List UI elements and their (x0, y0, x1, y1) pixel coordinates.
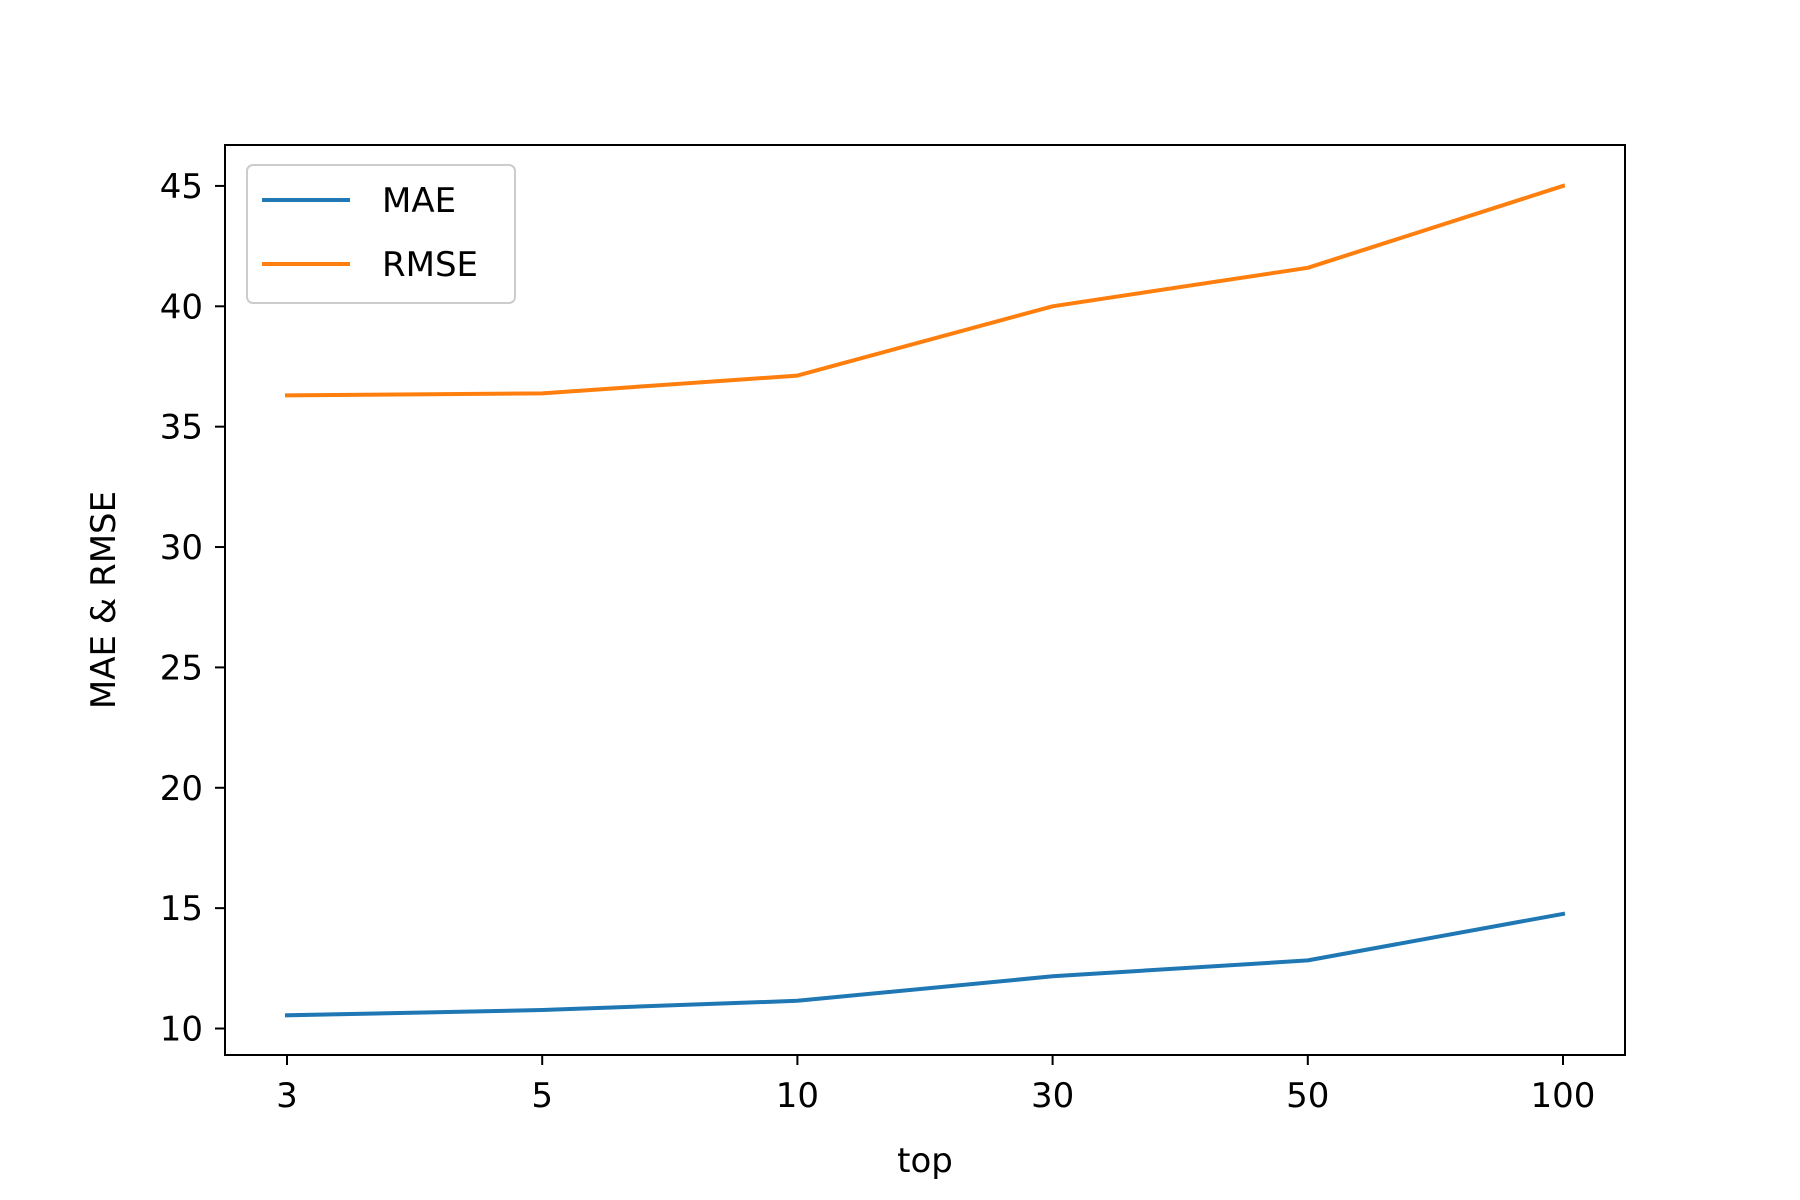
y-tick-label-10: 10 (160, 1010, 203, 1050)
x-tick-label-50: 50 (1286, 1076, 1329, 1116)
legend-label-rmse: RMSE (382, 245, 478, 285)
y-axis: 10 15 20 25 30 35 40 45 (160, 167, 225, 1050)
y-tick-label-25: 25 (160, 648, 203, 688)
series-line-mae (284, 911, 1566, 1018)
plot-frame (224, 144, 1626, 1056)
x-tick-label-10: 10 (776, 1076, 819, 1116)
y-tick-label-15: 15 (160, 889, 203, 929)
y-tick-label-35: 35 (160, 408, 203, 448)
x-axis: 3 5 10 30 50 100 (276, 1055, 1595, 1116)
legend-label-mae: MAE (382, 181, 456, 221)
x-tick-label-100: 100 (1531, 1076, 1596, 1116)
legend: MAE RMSE (246, 164, 516, 304)
x-axis-label: top (897, 1141, 953, 1181)
x-tick-label-5: 5 (531, 1076, 553, 1116)
series-line-rmse (284, 183, 1566, 398)
x-tick-label-30: 30 (1031, 1076, 1074, 1116)
y-tick-label-20: 20 (160, 769, 203, 809)
y-axis-label: MAE & RMSE (84, 491, 124, 709)
y-tick-label-40: 40 (160, 287, 203, 327)
y-tick-label-30: 30 (160, 528, 203, 568)
series-layer (284, 183, 1566, 1018)
x-tick-label-3: 3 (276, 1076, 298, 1116)
y-tick-label-45: 45 (160, 167, 203, 207)
